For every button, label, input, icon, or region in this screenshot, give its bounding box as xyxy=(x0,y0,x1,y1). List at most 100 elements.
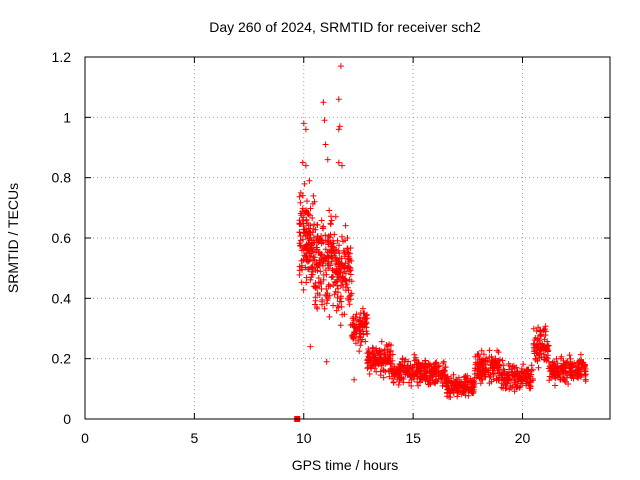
data-point xyxy=(532,355,539,362)
data-point xyxy=(356,333,363,340)
data-point xyxy=(307,343,314,350)
data-point xyxy=(454,393,461,400)
data-point xyxy=(459,381,466,388)
data-point xyxy=(400,379,407,386)
data-points xyxy=(294,63,589,422)
data-point xyxy=(537,333,544,340)
data-point xyxy=(333,307,340,314)
data-point xyxy=(378,338,385,345)
data-point xyxy=(514,383,521,390)
data-point xyxy=(328,247,335,253)
data-point xyxy=(314,221,321,228)
data-point xyxy=(314,246,320,253)
data-point xyxy=(299,159,306,166)
data-point xyxy=(301,244,307,251)
data-point xyxy=(334,276,341,283)
data-point xyxy=(314,233,321,240)
data-point xyxy=(529,377,536,384)
data-point xyxy=(357,310,364,316)
data-point xyxy=(444,390,451,397)
data-point xyxy=(345,263,352,270)
data-point xyxy=(450,371,457,378)
data-point xyxy=(459,384,466,391)
data-point xyxy=(304,209,310,215)
data-point xyxy=(301,180,308,187)
data-point xyxy=(300,286,307,293)
data-point xyxy=(336,250,343,257)
data-point xyxy=(444,377,451,384)
data-point xyxy=(488,353,495,360)
data-point xyxy=(314,305,321,312)
data-point xyxy=(324,297,331,304)
data-point xyxy=(330,244,337,251)
data-point xyxy=(544,342,551,349)
data-point xyxy=(530,340,537,347)
data-point xyxy=(569,372,576,378)
data-point xyxy=(369,344,376,351)
data-point xyxy=(574,371,581,378)
data-point xyxy=(405,366,412,373)
data-point xyxy=(444,382,451,389)
data-point xyxy=(336,274,342,281)
data-point xyxy=(306,229,313,236)
data-point xyxy=(498,371,505,378)
data-point xyxy=(540,351,547,358)
data-point xyxy=(342,276,349,283)
data-point xyxy=(453,380,460,387)
data-point xyxy=(335,96,342,103)
data-point xyxy=(376,347,383,354)
data-point xyxy=(411,364,418,371)
data-point xyxy=(309,200,316,207)
data-point xyxy=(506,386,513,393)
data-point xyxy=(481,369,488,376)
data-point xyxy=(575,375,581,382)
data-point xyxy=(323,293,330,300)
data-point xyxy=(549,365,556,372)
data-point xyxy=(389,375,396,382)
data-point xyxy=(441,368,448,375)
data-point xyxy=(335,126,342,133)
data-point xyxy=(322,141,329,148)
data-point xyxy=(306,266,313,273)
data-point xyxy=(487,373,494,379)
data-point xyxy=(316,283,322,289)
data-point xyxy=(511,388,518,395)
data-point xyxy=(428,373,435,380)
data-point xyxy=(555,371,562,378)
data-point xyxy=(324,262,331,269)
data-point xyxy=(544,352,551,359)
data-point xyxy=(351,322,358,329)
data-point xyxy=(344,235,351,241)
data-point xyxy=(509,373,516,379)
data-point xyxy=(519,368,526,375)
data-point xyxy=(306,177,313,184)
data-point xyxy=(310,192,317,199)
data-point xyxy=(336,123,343,130)
data-point xyxy=(307,205,314,212)
data-point xyxy=(519,376,526,383)
data-point xyxy=(312,297,319,304)
data-point xyxy=(458,391,465,398)
y-tick-label: 0.6 xyxy=(52,230,72,246)
data-point xyxy=(298,247,305,254)
data-point xyxy=(336,298,343,305)
y-axis-label: SRMTID / TECUs xyxy=(5,183,21,293)
data-point xyxy=(299,236,306,243)
data-point xyxy=(478,347,485,354)
data-point xyxy=(545,358,552,365)
data-point xyxy=(495,349,502,356)
y-tick-labels: 0 0.2 0.4 0.6 0.8 1 1.2 xyxy=(52,49,72,427)
data-point xyxy=(342,287,349,294)
data-point xyxy=(360,328,366,335)
data-point xyxy=(305,240,312,247)
data-point xyxy=(371,354,377,361)
data-point xyxy=(320,225,327,232)
data-point xyxy=(309,263,316,270)
data-point xyxy=(323,358,330,365)
data-point xyxy=(366,371,373,377)
data-point xyxy=(299,205,306,212)
data-point xyxy=(416,368,423,375)
data-point xyxy=(580,359,586,366)
data-point xyxy=(396,361,403,367)
data-point xyxy=(468,385,475,392)
